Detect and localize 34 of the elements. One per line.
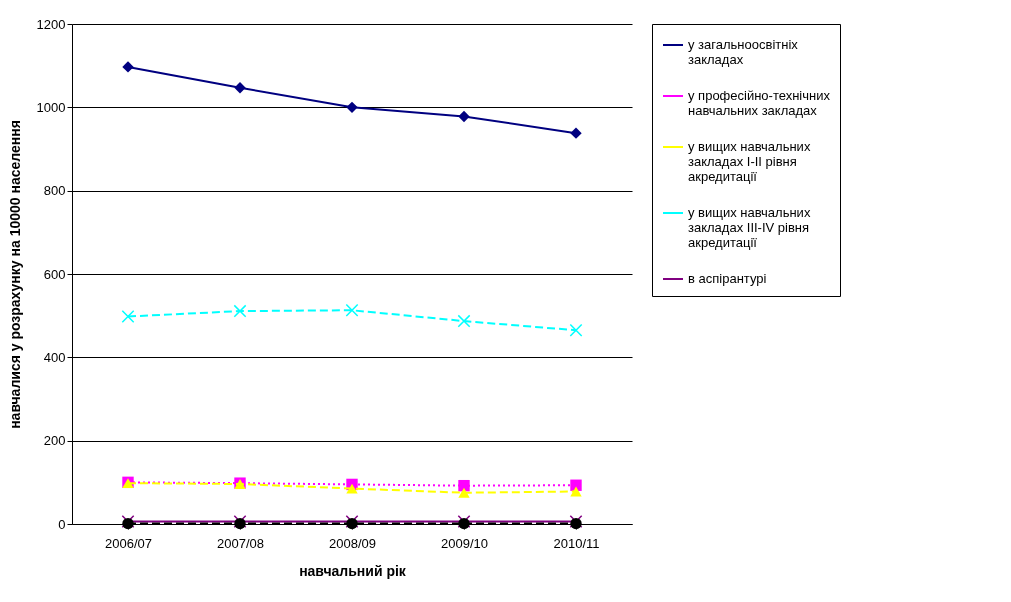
y-tick-label: 800	[43, 183, 66, 199]
point	[122, 61, 134, 73]
point	[346, 483, 358, 494]
point	[570, 479, 582, 491]
point	[458, 487, 470, 498]
legend-label: у вищих навчальних закладах I-II рівня акредитації	[688, 139, 811, 184]
x-axis-title: навчальний рік	[299, 562, 407, 579]
y-tick-label: 200	[43, 433, 66, 449]
y-tick-label: 1200	[36, 16, 66, 32]
x-tick-label: 2009/10	[441, 535, 488, 551]
point	[346, 101, 358, 114]
point	[234, 82, 246, 94]
x-tick-label: 2007/08	[217, 535, 264, 551]
point	[458, 110, 470, 123]
point	[569, 323, 583, 337]
legend-label: в аспірантурі	[688, 271, 767, 286]
legend-label: у загальноосвітніх закладах	[688, 37, 799, 67]
point	[233, 304, 247, 318]
y-axis-title: навчалися у розрахунку на 10000 населення	[6, 120, 23, 429]
x-tick-label: 2010/11	[553, 535, 600, 551]
y-tick-label: 600	[43, 266, 66, 282]
point	[457, 314, 471, 328]
x-tick-label: 2008/09	[329, 535, 376, 551]
x-tick-label: 2006/07	[105, 535, 152, 551]
point	[458, 479, 470, 492]
y-tick-label: 400	[43, 349, 66, 365]
legend-label: у професійно-технічних навчальних закладах	[688, 88, 831, 118]
y-tick-label: 0	[58, 516, 66, 532]
y-tick-label: 1000	[36, 99, 66, 115]
point	[570, 127, 582, 139]
point	[345, 303, 359, 317]
legend-label: у вищих навчальних закладах III-IV рівня акредитації	[688, 205, 811, 250]
point	[570, 486, 582, 497]
point	[121, 310, 135, 323]
